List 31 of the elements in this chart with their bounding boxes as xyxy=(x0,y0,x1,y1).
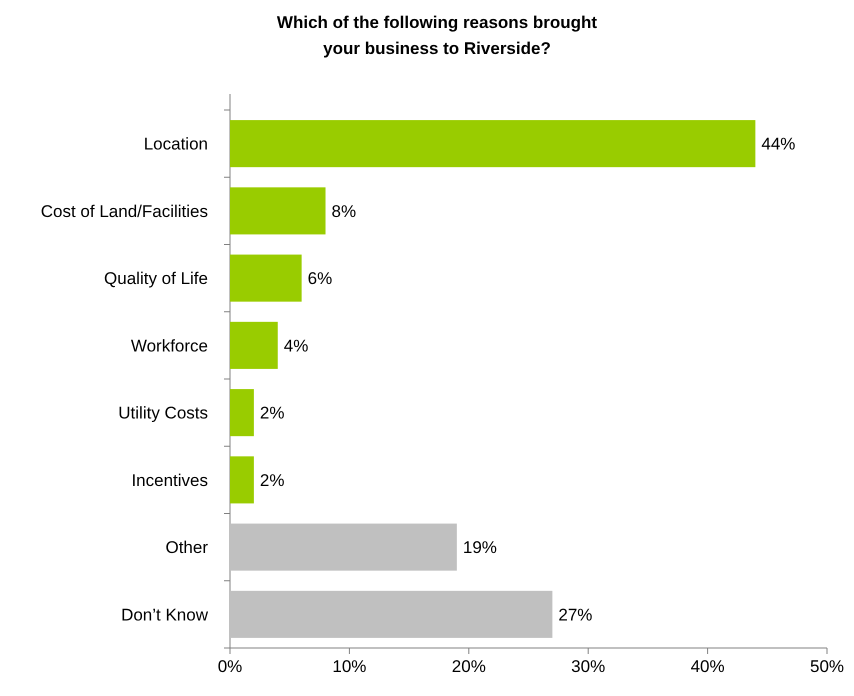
bar xyxy=(230,322,278,369)
y-tick-label: Other xyxy=(165,538,208,558)
x-tick-label: 10% xyxy=(332,657,366,676)
bar xyxy=(230,120,756,168)
x-tick-label: 20% xyxy=(452,657,486,676)
bar xyxy=(230,524,457,571)
data-label: 2% xyxy=(260,470,284,490)
y-tick-label: Location xyxy=(144,134,208,154)
bar xyxy=(230,187,326,234)
y-tick-label: Cost of Land/Facilities xyxy=(40,202,208,221)
chart-title: Which of the following reasons brought your business to Riverside? xyxy=(276,13,598,58)
data-label: 8% xyxy=(332,202,356,221)
y-tick-label: Utility Costs xyxy=(118,404,208,423)
data-label: 6% xyxy=(308,269,332,288)
data-label: 4% xyxy=(284,336,308,356)
data-label: 44% xyxy=(761,134,796,154)
y-tick-label: Workforce xyxy=(130,336,208,356)
data-label: 19% xyxy=(462,538,497,558)
data-label: 2% xyxy=(260,404,284,423)
bar xyxy=(230,590,552,638)
bar xyxy=(230,254,302,302)
data-label: 27% xyxy=(558,605,592,624)
x-tick-label: 50% xyxy=(810,657,844,676)
y-tick-label: Quality of Life xyxy=(104,269,208,288)
x-tick-label: 30% xyxy=(571,657,606,676)
bar xyxy=(230,456,254,504)
y-tick-label: Incentives xyxy=(131,470,208,490)
x-tick-label: 40% xyxy=(690,657,725,676)
y-tick-label: Don’t Know xyxy=(121,605,209,624)
x-tick-label: 0% xyxy=(218,657,242,676)
bar xyxy=(230,389,254,436)
